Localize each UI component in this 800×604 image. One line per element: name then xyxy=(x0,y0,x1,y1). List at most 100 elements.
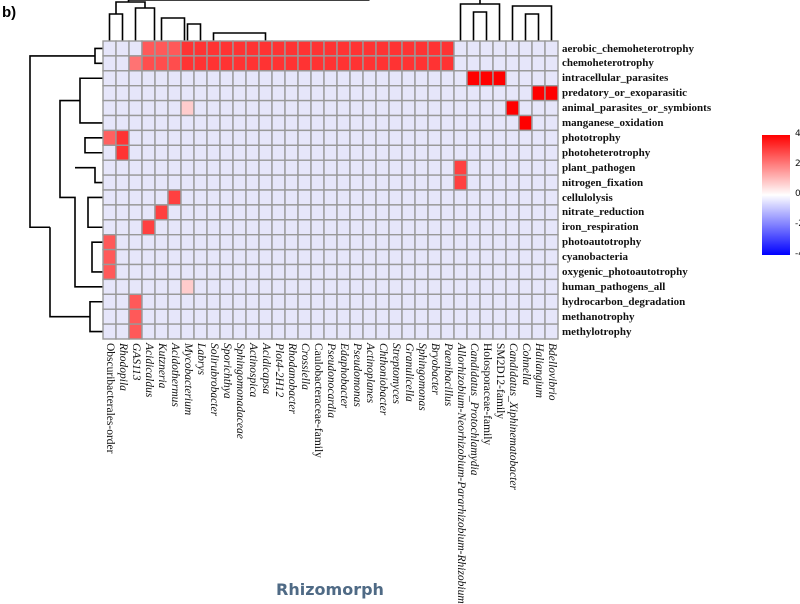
heatmap-cell xyxy=(167,114,182,132)
heatmap-cell xyxy=(375,144,390,161)
heatmap-cell xyxy=(401,144,416,161)
heatmap-cell xyxy=(479,129,494,146)
heatmap-cell xyxy=(544,323,559,340)
heatmap-cell xyxy=(141,189,156,206)
heatmap-cell xyxy=(531,84,546,102)
heatmap-cell xyxy=(167,263,182,281)
heatmap-cell xyxy=(115,308,130,325)
heatmap-cell xyxy=(323,323,338,340)
heatmap-cell xyxy=(518,323,533,340)
heatmap-cell xyxy=(492,159,507,176)
heatmap-cell xyxy=(349,308,364,325)
dendrogram-branch xyxy=(91,241,103,273)
heatmap-cell xyxy=(427,159,442,176)
heatmap-cell xyxy=(440,40,455,57)
heatmap-cell xyxy=(349,248,364,266)
heatmap-cell xyxy=(544,70,559,87)
heatmap-cell xyxy=(310,129,325,146)
heatmap-cell xyxy=(479,233,494,251)
heatmap-cell xyxy=(544,144,559,161)
heatmap-cell xyxy=(297,323,312,340)
heatmap-cell xyxy=(414,84,429,102)
heatmap-cell xyxy=(258,219,273,236)
heatmap-cell xyxy=(284,293,299,310)
heatmap-cell xyxy=(349,84,364,102)
heatmap-cell xyxy=(531,248,546,266)
heatmap-cell xyxy=(219,70,234,87)
heatmap-cell xyxy=(388,159,403,176)
heatmap-cell xyxy=(479,99,494,117)
heatmap-cell xyxy=(219,323,234,340)
heatmap-cell xyxy=(297,308,312,325)
heatmap-cell xyxy=(206,293,221,310)
heatmap-cell xyxy=(193,84,208,102)
heatmap-cell xyxy=(453,233,468,251)
heatmap-cell xyxy=(440,248,455,266)
heatmap-cell xyxy=(232,129,247,146)
heatmap-cell xyxy=(453,70,468,87)
column-label: Chthoniobacter xyxy=(377,343,389,416)
heatmap-cell xyxy=(245,189,260,206)
heatmap-cell xyxy=(310,55,325,72)
heatmap-cell xyxy=(388,129,403,146)
heatmap-cell xyxy=(401,278,416,295)
row-label: oxygenic_photoautotrophy xyxy=(562,266,688,278)
heatmap-cell xyxy=(336,263,351,281)
heatmap-cell xyxy=(141,84,156,102)
heatmap-cell xyxy=(349,293,364,310)
heatmap-cell xyxy=(310,114,325,132)
heatmap-cell xyxy=(245,40,260,57)
heatmap-cell xyxy=(518,308,533,325)
heatmap-cell xyxy=(362,308,377,325)
heatmap-cell xyxy=(102,70,117,87)
heatmap-cell xyxy=(466,263,481,281)
heatmap-cell xyxy=(271,55,286,72)
heatmap-cell xyxy=(102,278,117,295)
heatmap-cell xyxy=(544,159,559,176)
heatmap-cell xyxy=(258,293,273,310)
heatmap-cell xyxy=(414,114,429,132)
heatmap-cell xyxy=(427,308,442,325)
heatmap-cell xyxy=(414,159,429,176)
heatmap-cell xyxy=(258,55,273,72)
row-label: aerobic_chemoheterotrophy xyxy=(562,42,694,55)
heatmap-cell xyxy=(531,219,546,236)
heatmap-cell xyxy=(453,278,468,295)
column-label: Candidatus_Protochlamydia xyxy=(468,343,480,476)
heatmap-cell xyxy=(323,278,338,295)
heatmap-cell xyxy=(518,248,533,266)
heatmap-cell xyxy=(258,189,273,206)
row-label: manganese_oxidation xyxy=(562,117,664,129)
heatmap-cell xyxy=(544,248,559,266)
heatmap-cell xyxy=(401,263,416,281)
heatmap-cell xyxy=(323,99,338,117)
heatmap-cell xyxy=(362,293,377,310)
heatmap-cell xyxy=(349,129,364,146)
heatmap-cell xyxy=(180,84,195,102)
heatmap-cell xyxy=(323,204,338,221)
heatmap-cell xyxy=(258,308,273,325)
heatmap-cell xyxy=(167,293,182,310)
heatmap-cell xyxy=(284,323,299,340)
heatmap-cell xyxy=(167,219,182,236)
heatmap-cell xyxy=(427,55,442,72)
heatmap-cell xyxy=(232,40,247,57)
heatmap-cell xyxy=(141,40,156,57)
heatmap-cell xyxy=(245,84,260,102)
column-label: Solirubrobacter xyxy=(208,343,220,417)
heatmap-cell xyxy=(154,189,169,206)
row-label: methylotrophy xyxy=(562,325,632,338)
heatmap-cell xyxy=(336,84,351,102)
column-label: Granulicella xyxy=(403,343,415,402)
heatmap-cell xyxy=(141,129,156,146)
dendrogram-branch xyxy=(115,1,146,14)
heatmap-cell xyxy=(323,293,338,310)
heatmap-cell xyxy=(141,263,156,281)
heatmap-cell xyxy=(375,248,390,266)
column-label: Obscuribacterales-order xyxy=(104,343,116,454)
dendrogram-branch xyxy=(524,13,540,41)
heatmap-cell xyxy=(193,159,208,176)
heatmap-cell xyxy=(427,204,442,221)
heatmap-cell xyxy=(362,189,377,206)
heatmap-cell xyxy=(440,70,455,87)
